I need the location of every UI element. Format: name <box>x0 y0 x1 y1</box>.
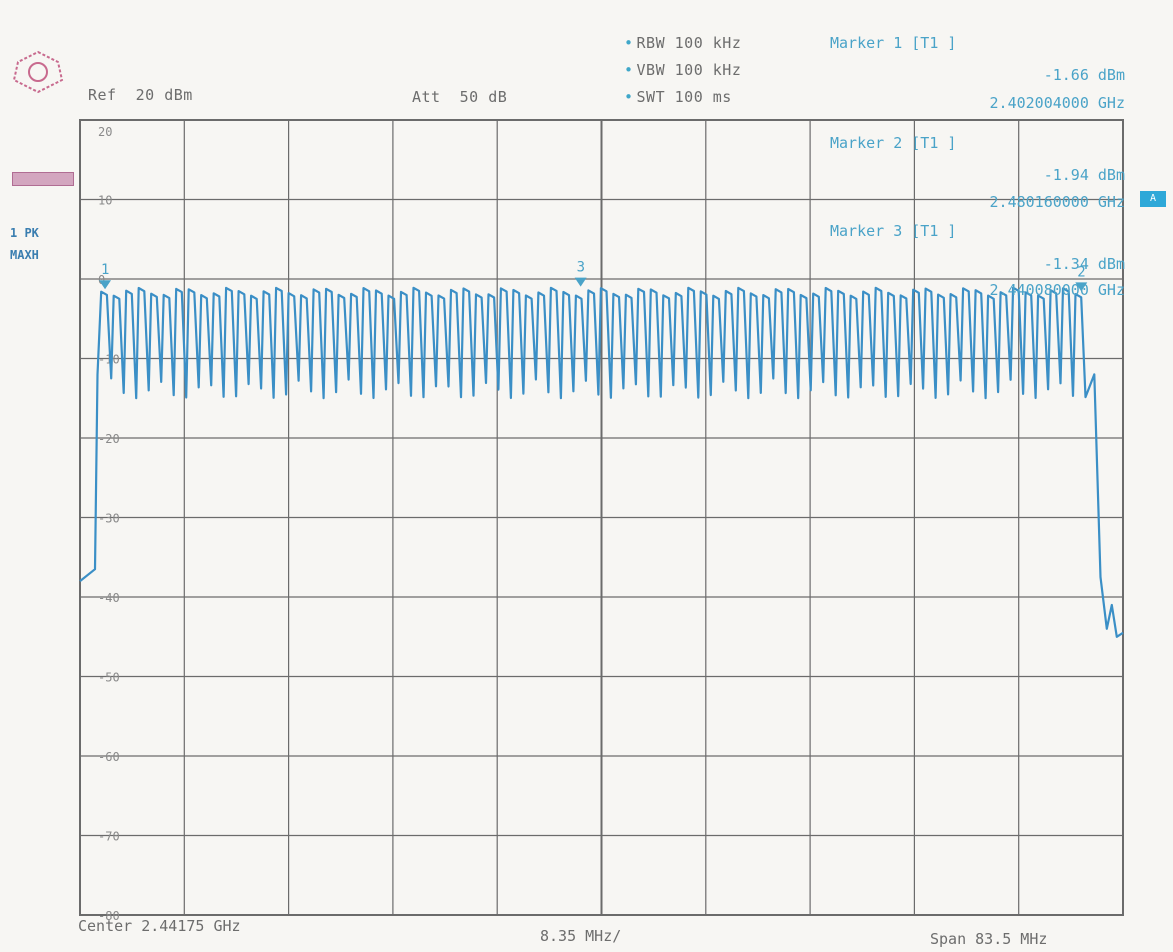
y-tick-label: -80 <box>98 909 120 923</box>
y-tick-label: 0 <box>98 273 105 287</box>
lab-logo <box>10 12 66 113</box>
frequency-per-division: 8.35 MHz/ <box>540 927 622 945</box>
swt-setting: • SWT 100 ms <box>624 88 732 106</box>
y-tick-label: -30 <box>98 512 120 526</box>
marker-3-frequency: 2.440080000 GHz <box>989 281 1125 299</box>
vbw-bullet-icon: • <box>624 61 634 79</box>
y-tick-label: -60 <box>98 750 120 764</box>
y-tick-label: -40 <box>98 591 120 605</box>
trace-flag-icon <box>12 172 74 186</box>
reference-level: Ref 20 dBm <box>88 86 193 104</box>
marker-1-frequency: 2.402004000 GHz <box>989 94 1125 112</box>
frequency-span: Span 83.5 MHz <box>930 930 1048 948</box>
marker-1-level: -1.66 dBm <box>1043 66 1125 84</box>
marker-2-triangle <box>1075 282 1088 292</box>
y-tick-labels: 20 10 0 -10 -20 -30 -40 -50 -60 -70 -80 <box>98 125 120 923</box>
marker-3-triangle <box>574 277 587 287</box>
trace-mode-line1: 1 PK <box>10 226 39 240</box>
swt-text: SWT 100 ms <box>636 88 732 106</box>
rbw-setting: • RBW 100 kHz <box>624 34 741 52</box>
display-indicator: A <box>1140 191 1166 207</box>
vbw-setting: • VBW 100 kHz <box>624 61 741 79</box>
marker-1-triangle <box>99 280 112 290</box>
y-tick-label: -70 <box>98 830 120 844</box>
spectrum-trace <box>79 286 1124 638</box>
y-tick-label: 20 <box>98 125 112 139</box>
y-tick-label: -50 <box>98 671 120 685</box>
marker-2-level: -1.94 dBm <box>1043 166 1125 184</box>
center-frequency: Center 2.44175 GHz <box>78 917 241 935</box>
marker-2-label: 2 <box>1077 264 1085 280</box>
marker-3-label: 3 <box>577 260 585 276</box>
y-tick-label: 10 <box>98 194 112 208</box>
rbw-bullet-icon: • <box>624 34 634 52</box>
rbw-text: RBW 100 kHz <box>636 34 742 52</box>
y-tick-label: -20 <box>98 432 120 446</box>
attenuation: Att 50 dB <box>412 88 508 106</box>
marker-glyphs: 1 2 3 <box>99 260 1088 292</box>
marker-2-title: Marker 2 [T1 ] <box>830 134 957 152</box>
marker-1-title: Marker 1 [T1 ] <box>830 34 957 52</box>
plot-grid <box>80 120 1123 915</box>
marker-3-level: -1.34 dBm <box>1043 255 1125 273</box>
trace-mode-line2: MAXH <box>10 248 39 262</box>
marker-3-title: Marker 3 [T1 ] <box>830 222 957 240</box>
marker-1-label: 1 <box>101 262 109 278</box>
swt-bullet-icon: • <box>624 88 634 106</box>
marker-2-frequency: 2.480160000 GHz <box>989 193 1125 211</box>
vbw-text: VBW 100 kHz <box>636 61 742 79</box>
y-tick-label: -10 <box>98 353 120 367</box>
